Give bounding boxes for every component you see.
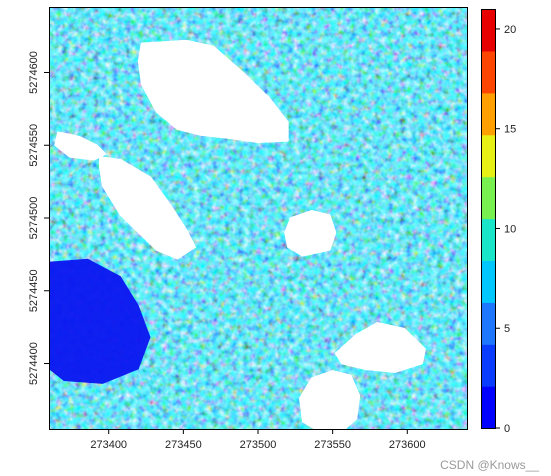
nodata-region	[99, 156, 197, 260]
nodata-region	[137, 39, 289, 144]
legend-tick-label: 15	[504, 124, 516, 136]
y-axis: 5274400 5274450 5274500 5274550 5274600	[28, 51, 49, 385]
y-tick-label: 5274400	[28, 342, 40, 385]
nodata-region	[334, 322, 426, 373]
low-value-region	[49, 258, 151, 384]
nodata-region	[299, 370, 361, 429]
legend-tick-label: 5	[504, 323, 510, 335]
plot-area	[49, 7, 467, 429]
legend-color-band	[481, 218, 495, 261]
nodata-region	[284, 209, 337, 257]
legend-color-band	[481, 176, 495, 220]
x-tick-label: 273400	[90, 439, 127, 451]
nodata-regions	[54, 39, 426, 429]
legend-frame	[481, 9, 496, 429]
legend-color-band	[481, 344, 495, 387]
x-axis: 273400 273450 273500 273550 273600	[90, 429, 426, 451]
legend-color-band	[481, 386, 495, 429]
legend-color-band	[481, 92, 495, 136]
y-tick-label: 5274500	[28, 197, 40, 240]
x-tick-label: 273450	[165, 439, 202, 451]
legend-tick-label: 0	[504, 423, 510, 435]
legend-tick-label: 10	[504, 223, 516, 235]
legend-color-band	[481, 50, 495, 94]
x-tick-label: 273550	[314, 439, 351, 451]
y-tick-label: 5274550	[28, 124, 40, 167]
y-tick-label: 5274450	[28, 269, 40, 312]
legend-color-band	[481, 302, 495, 345]
legend-tick-label: 20	[504, 24, 516, 36]
legend-color-band	[481, 134, 495, 178]
y-tick-label: 5274600	[28, 51, 40, 94]
x-tick-label: 273500	[240, 439, 277, 451]
legend-color-band	[481, 260, 495, 303]
watermark: CSDN @Knows__	[440, 458, 539, 472]
color-legend: 0 5 10 15 20	[481, 9, 516, 435]
legend-color-band	[481, 9, 495, 52]
x-tick-label: 273600	[389, 439, 426, 451]
